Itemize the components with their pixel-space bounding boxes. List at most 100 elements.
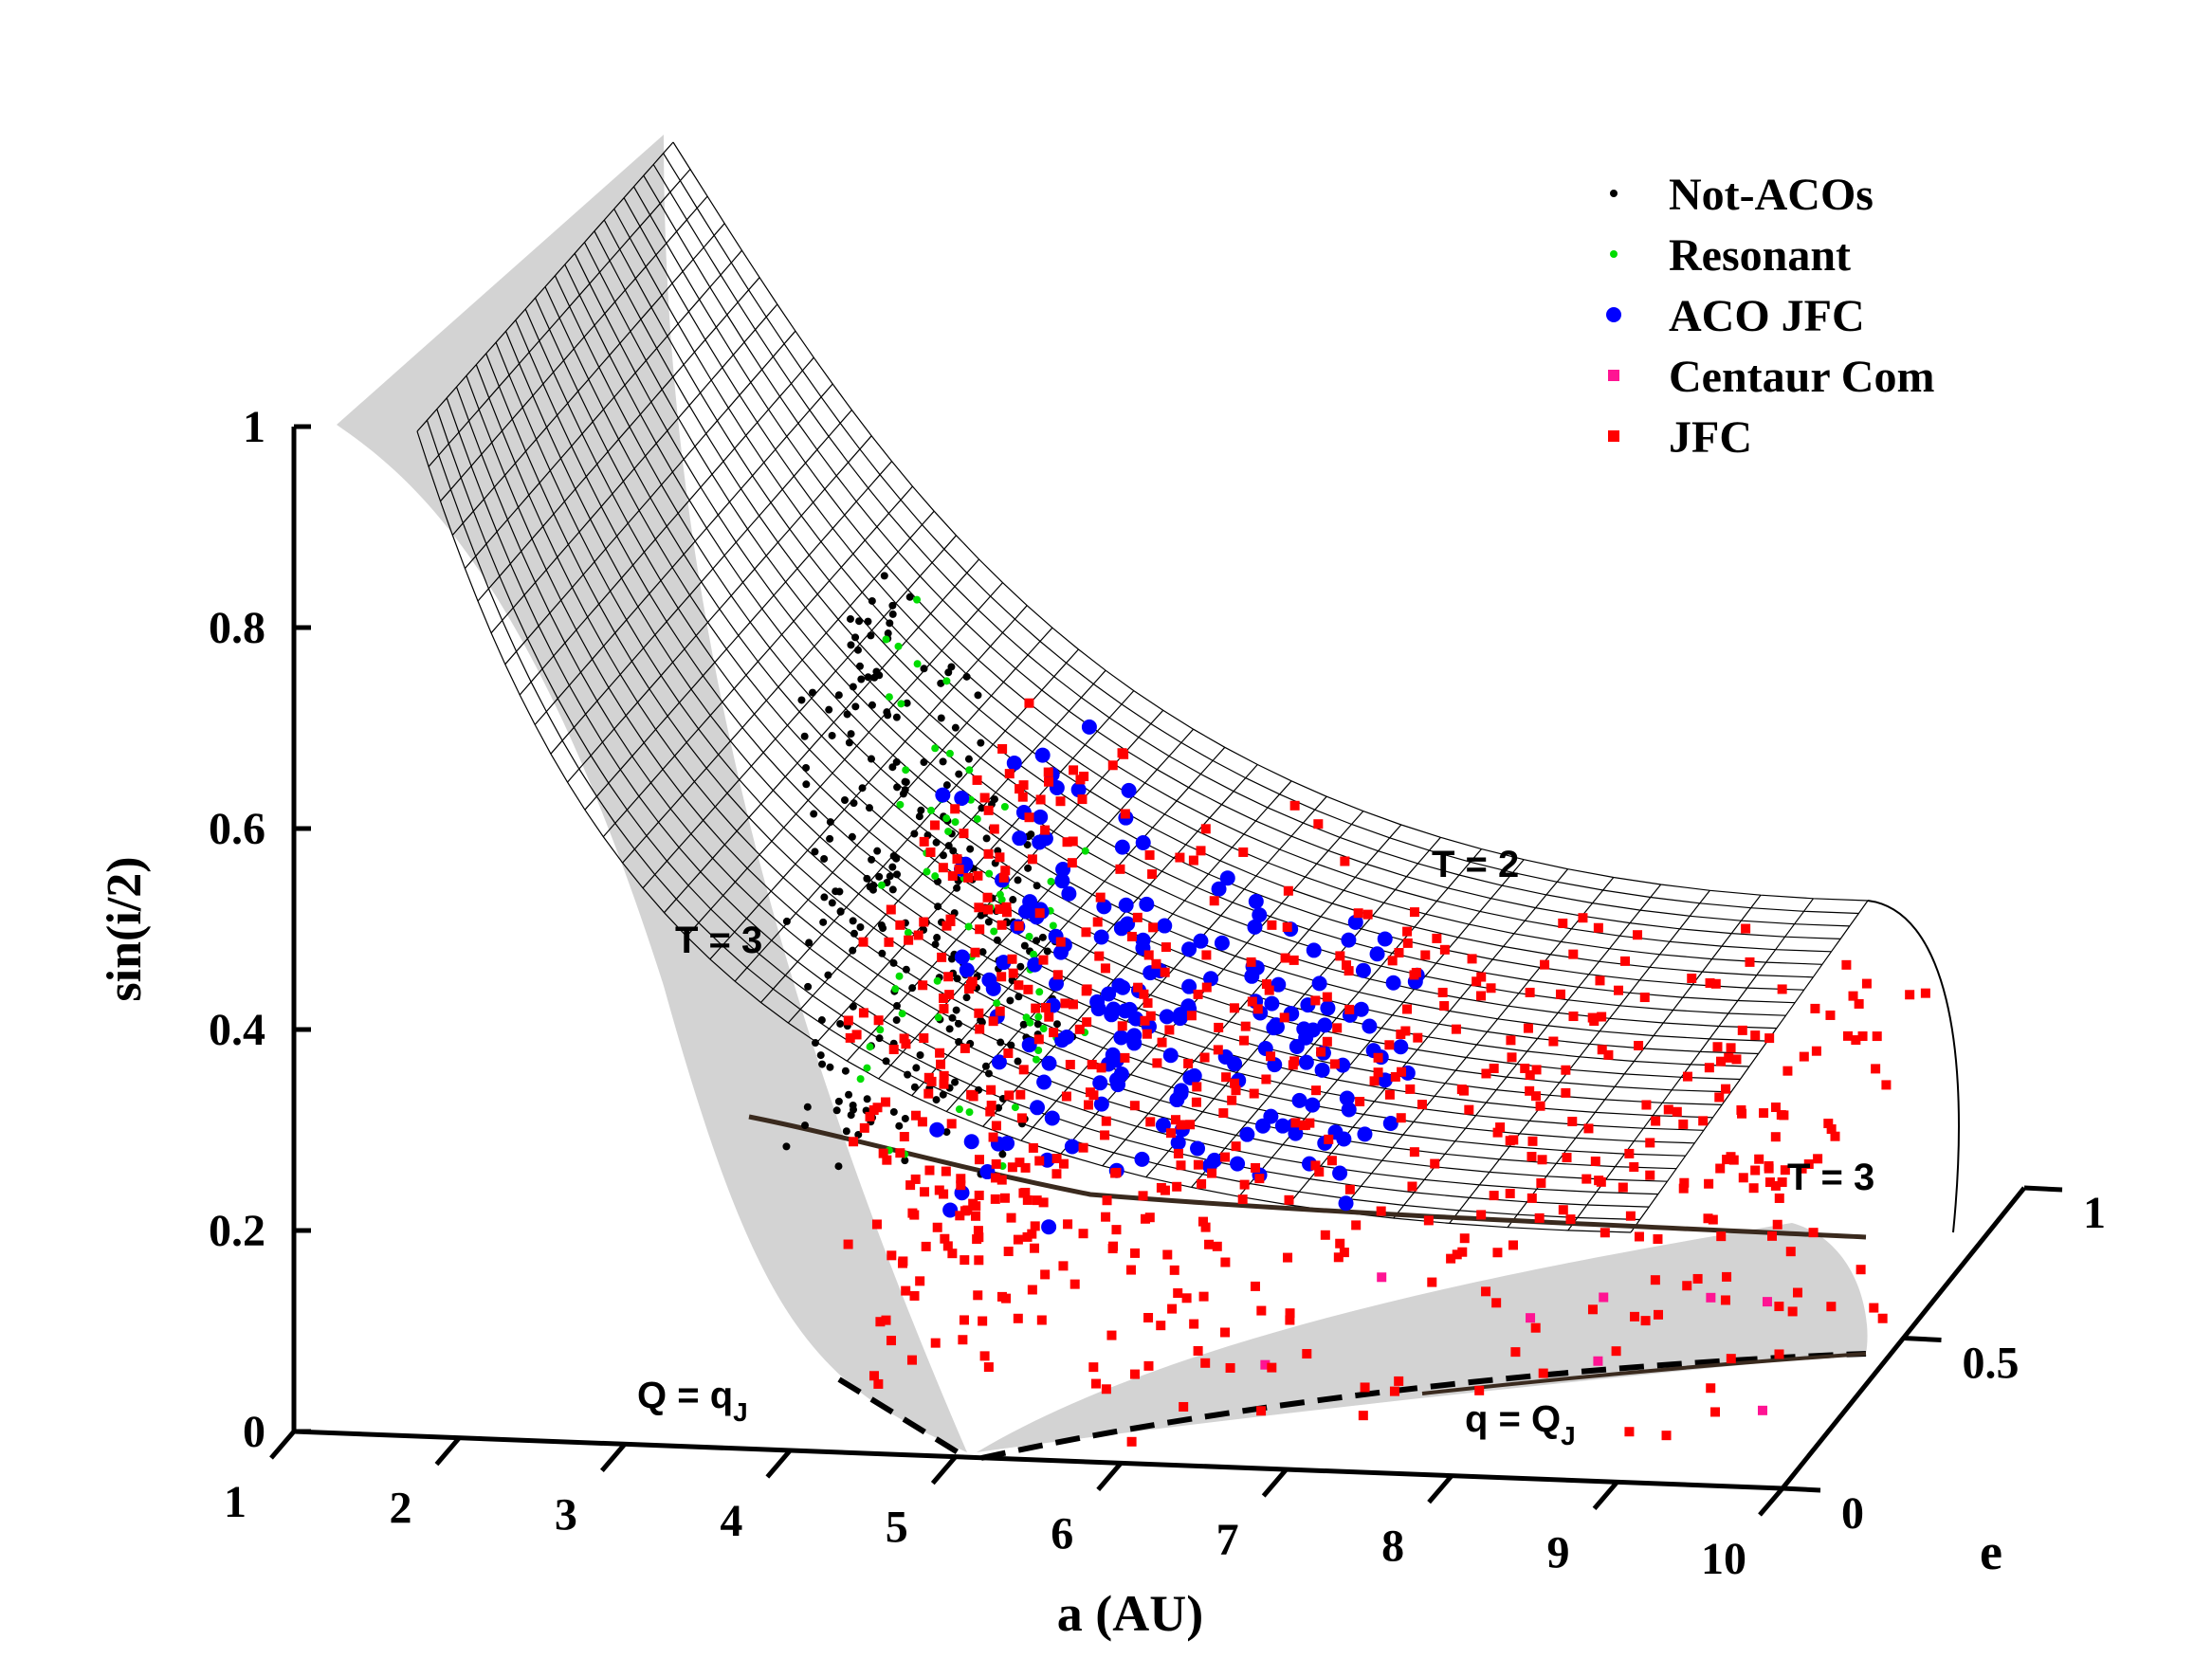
point-jfc <box>1417 1100 1427 1110</box>
point-jfc <box>1267 920 1277 930</box>
point-not-acos <box>847 641 855 649</box>
point-aco-jfc <box>1121 782 1137 798</box>
legend: Not-ACOs Resonant ACO JFC Centaur Com JFC <box>1606 170 1934 463</box>
point-jfc <box>1138 1191 1148 1201</box>
point-aco-jfc <box>1385 975 1401 991</box>
point-jfc <box>1595 975 1605 986</box>
point-jfc <box>1826 1124 1837 1135</box>
point-not-acos <box>947 663 956 671</box>
point-not-acos <box>892 713 901 721</box>
point-not-acos <box>962 672 971 681</box>
t2-annotation: T = 2 <box>1432 844 1519 885</box>
point-jfc <box>1344 1184 1355 1194</box>
point-jfc <box>1001 902 1012 912</box>
point-jfc <box>1044 776 1054 787</box>
point-jfc <box>970 947 980 957</box>
point-jfc <box>1736 1104 1746 1115</box>
point-jfc <box>959 1315 969 1325</box>
point-jfc <box>1535 1101 1545 1111</box>
point-not-acos <box>800 732 809 740</box>
point-jfc <box>1593 922 1603 933</box>
point-aco-jfc <box>1214 935 1230 951</box>
point-jfc <box>972 775 982 785</box>
point-jfc <box>1079 771 1089 781</box>
point-not-acos <box>875 1034 884 1043</box>
point-jfc <box>1692 1273 1703 1284</box>
point-resonant <box>913 660 922 668</box>
point-not-acos <box>910 1083 919 1091</box>
point-jfc <box>1841 959 1852 970</box>
point-jfc <box>1439 1001 1450 1012</box>
point-jfc <box>958 1335 968 1345</box>
point-jfc <box>974 1255 984 1266</box>
point-jfc <box>1785 1247 1796 1257</box>
point-jfc <box>1238 847 1249 857</box>
point-not-acos <box>978 948 987 957</box>
point-jfc <box>910 1174 921 1184</box>
point-jfc <box>1397 1066 1407 1077</box>
point-jfc <box>1583 1123 1594 1134</box>
point-not-acos <box>945 1025 954 1033</box>
point-jfc <box>1567 1117 1578 1127</box>
point-jfc <box>1645 1138 1655 1148</box>
wire-cross <box>686 582 1003 938</box>
point-jfc <box>1181 1293 1192 1304</box>
point-jfc <box>932 1222 942 1232</box>
point-aco-jfc <box>1252 907 1268 923</box>
point-jfc <box>1489 1064 1499 1074</box>
point-aco-jfc <box>1193 933 1209 949</box>
wire-curve <box>632 186 1832 953</box>
point-resonant <box>896 800 905 809</box>
point-jfc <box>911 1110 922 1121</box>
point-not-acos <box>920 758 928 767</box>
point-not-acos <box>840 796 849 805</box>
point-jfc <box>905 1180 916 1191</box>
point-not-acos <box>832 1106 841 1115</box>
point-jfc <box>1156 1321 1166 1331</box>
point-jfc <box>1062 837 1072 848</box>
point-jfc <box>1661 1431 1672 1441</box>
point-jfc <box>1020 1187 1031 1197</box>
point-jfc <box>1714 1092 1725 1103</box>
point-not-acos <box>953 975 961 983</box>
point-jfc <box>1537 1155 1547 1165</box>
point-jfc <box>1252 1004 1263 1014</box>
wire-cross <box>642 535 957 889</box>
point-jfc <box>1094 951 1105 961</box>
point-jfc <box>983 848 994 859</box>
point-jfc <box>1107 760 1118 771</box>
point-aco-jfc <box>1092 1075 1108 1091</box>
point-jfc <box>955 1211 965 1221</box>
point-jfc <box>1247 996 1257 1007</box>
point-jfc <box>1084 1100 1094 1110</box>
point-jfc <box>1082 1017 1092 1028</box>
wire-edge <box>1867 900 1960 1233</box>
point-jfc <box>1525 1070 1535 1081</box>
point-jfc <box>1525 987 1535 997</box>
point-resonant <box>931 872 940 881</box>
point-jfc <box>1310 1160 1321 1171</box>
point-jfc <box>1049 1028 1059 1038</box>
point-resonant <box>993 999 1001 1008</box>
point-aco-jfc <box>1090 1001 1106 1017</box>
point-jfc <box>1920 988 1930 998</box>
point-jfc <box>1038 955 1049 965</box>
point-not-acos <box>826 1063 834 1071</box>
point-resonant <box>955 1105 963 1114</box>
point-resonant <box>965 766 974 775</box>
point-jfc <box>1088 1362 1099 1373</box>
point-jfc <box>1220 1152 1231 1162</box>
point-jfc <box>1179 1401 1189 1412</box>
point-jfc <box>1040 1269 1051 1280</box>
point-jfc <box>1078 1142 1088 1153</box>
point-resonant <box>1025 932 1033 940</box>
point-jfc <box>1333 1252 1344 1263</box>
point-aco-jfc <box>1110 1077 1126 1093</box>
point-jfc <box>973 870 983 881</box>
point-aco-jfc <box>1266 1020 1282 1036</box>
point-not-acos <box>892 1016 901 1025</box>
wire-cross <box>1567 898 1814 1231</box>
point-not-acos <box>912 1064 921 1072</box>
point-jfc <box>843 1015 853 1026</box>
point-jfc <box>971 1201 981 1212</box>
